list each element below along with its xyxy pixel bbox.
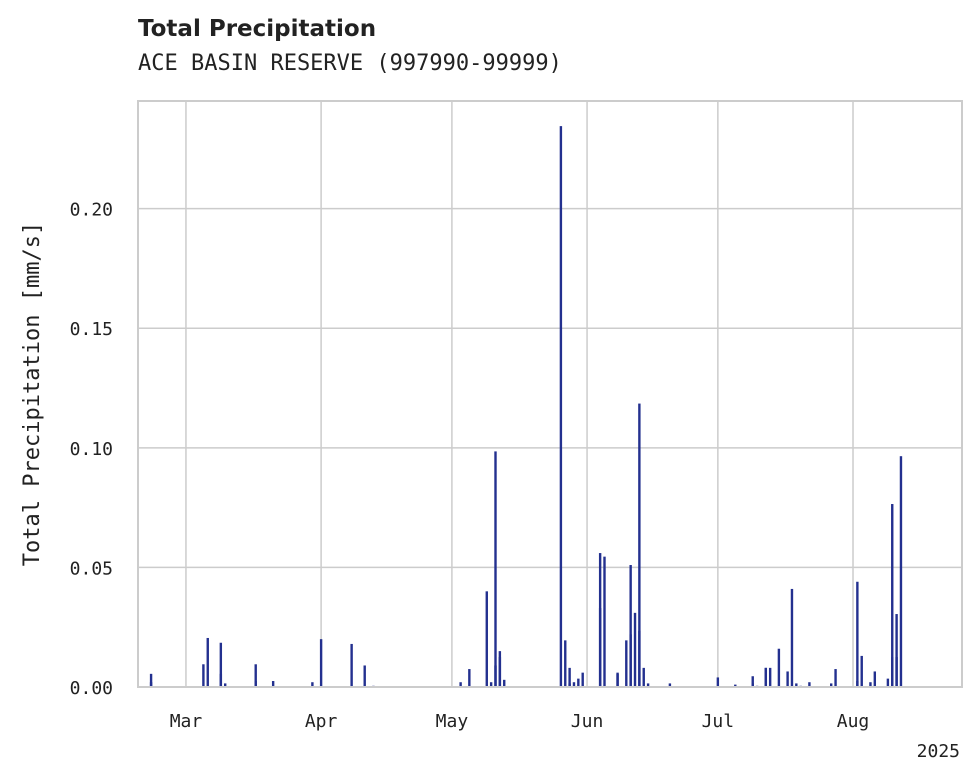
precip-bar [751,676,754,687]
precip-bar [795,683,798,687]
precip-bar [311,682,314,687]
precip-bar [790,588,794,687]
precip-bar [489,682,493,687]
precip-bar [564,640,567,687]
precip-bar [577,678,580,687]
precip-bar [572,682,576,687]
grid-lines [138,101,962,687]
precip-bar [149,673,153,687]
precip-bar [503,679,506,687]
precip-bar [638,403,641,687]
y-tick-label: 0.10 [70,439,113,460]
precip-bar [603,556,606,687]
chart-subtitle: ACE BASIN RESERVE (997990-99999) [138,51,562,76]
x-axis-offset-label: 2025 [917,741,960,762]
precip-bar [254,664,257,687]
precip-bar [223,683,227,687]
precip-bar [494,451,497,687]
precip-bar [668,683,672,687]
precip-bar [786,671,789,687]
precip-bar [568,683,571,687]
precip-bar [895,614,898,687]
precip-bar [834,669,837,687]
precip-bar [219,642,223,687]
precip-bar [869,682,872,687]
precip-bar [716,677,720,687]
y-axis: 0.00 0.05 0.10 0.15 0.20 [70,200,113,699]
precip-bar [625,640,628,687]
bar-series [149,126,903,688]
x-tick-label: Jul [702,711,735,732]
x-axis: Mar Apr May Jun Jul Aug [170,711,870,732]
x-tick-label: Aug [837,711,870,732]
precip-bar [891,504,894,687]
precip-bar [646,683,650,687]
x-tick-label: Jun [571,711,604,732]
precip-bar [777,648,781,687]
y-tick-label: 0.20 [70,200,113,221]
y-axis-label: Total Precipitation [mm/s] [20,222,45,566]
precip-bar [598,553,602,687]
x-tick-label: Mar [170,711,203,732]
x-tick-label: Apr [305,711,338,732]
precip-bar [485,591,488,687]
precip-bar [764,667,768,687]
precip-bar [895,657,898,687]
precip-bar [459,682,462,687]
chart-title: Total Precipitation [138,16,377,42]
precip-bar [860,655,863,687]
precip-bar [629,565,632,687]
precip-bar [149,682,153,687]
precip-bar [638,630,641,687]
plot-frame [137,100,963,688]
precip-bar [616,673,619,687]
precip-bar [768,667,772,687]
precip-bar [468,669,471,687]
precip-bar [271,681,275,687]
precip-bar [642,667,645,687]
precip-bar [206,637,209,687]
precip-bar [319,639,323,687]
precip-bar [568,667,571,687]
y-tick-label: 0.00 [70,678,113,699]
precip-bar [498,657,502,687]
y-tick-label: 0.15 [70,319,113,340]
precip-bar [581,672,584,687]
precip-bar [350,643,353,687]
precip-bar [633,612,637,687]
precip-bar [734,684,737,687]
precip-bar [202,664,205,687]
precip-bar [899,456,903,687]
precip-bar [830,683,833,687]
x-tick-label: May [436,711,469,732]
precip-bar [886,678,890,687]
precip-bar [856,581,859,687]
precip-bar [559,126,563,688]
y-tick-label: 0.05 [70,558,113,579]
precip-bar [363,665,366,687]
precip-bar [873,671,877,687]
precip-bar [808,682,811,687]
